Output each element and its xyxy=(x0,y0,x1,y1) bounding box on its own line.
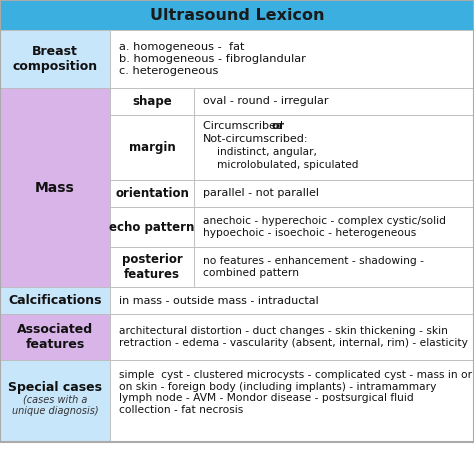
Bar xyxy=(194,207,474,247)
Text: microlobulated, spiculated: microlobulated, spiculated xyxy=(218,160,359,170)
Bar xyxy=(110,180,194,207)
Bar xyxy=(110,314,474,360)
Text: or: or xyxy=(271,121,284,131)
Bar xyxy=(0,287,110,314)
Text: a. homogeneous -  fat
b. homogeneous - fibroglandular
c. heterogeneous: a. homogeneous - fat b. homogeneous - fi… xyxy=(119,42,306,76)
Text: oval - round - irregular: oval - round - irregular xyxy=(203,97,329,107)
Bar xyxy=(0,314,110,360)
Bar xyxy=(110,287,474,314)
Bar xyxy=(110,360,474,442)
Text: in mass - outside mass - intraductal: in mass - outside mass - intraductal xyxy=(119,296,319,306)
Bar xyxy=(0,0,474,30)
Text: posterior
features: posterior features xyxy=(122,253,182,281)
Bar xyxy=(110,30,474,88)
Text: shape: shape xyxy=(132,95,172,108)
Text: echo pattern: echo pattern xyxy=(109,220,195,234)
Bar xyxy=(194,180,474,207)
Text: architectural distortion - duct changes - skin thickening - skin
retraction - ed: architectural distortion - duct changes … xyxy=(119,326,468,348)
Text: Special cases: Special cases xyxy=(8,380,102,394)
Text: orientation: orientation xyxy=(115,187,189,200)
Text: indistinct, angular,: indistinct, angular, xyxy=(218,147,317,157)
Bar xyxy=(0,30,110,88)
Bar xyxy=(194,115,474,180)
Text: Not-circumscribed:: Not-circumscribed: xyxy=(203,134,309,144)
Text: anechoic - hyperechoic - complex cystic/solid
hypoechoic - isoechoic - heterogen: anechoic - hyperechoic - complex cystic/… xyxy=(203,216,447,238)
Text: no features - enhancement - shadowing -
combined pattern: no features - enhancement - shadowing - … xyxy=(203,256,424,278)
Bar xyxy=(0,88,110,287)
Text: Calcifications: Calcifications xyxy=(8,294,102,307)
Text: Mass: Mass xyxy=(35,180,75,195)
Text: Ultrasound Lexicon: Ultrasound Lexicon xyxy=(150,8,324,22)
Bar xyxy=(0,360,110,442)
Text: (cases with a: (cases with a xyxy=(23,394,87,404)
Bar xyxy=(194,247,474,287)
Bar xyxy=(110,207,194,247)
Bar xyxy=(110,247,194,287)
Text: Circumscribed: Circumscribed xyxy=(203,121,287,131)
Bar xyxy=(194,88,474,115)
Bar xyxy=(110,88,194,115)
Text: Associated
features: Associated features xyxy=(17,323,93,351)
Text: parallel - not parallel: parallel - not parallel xyxy=(203,188,319,198)
Bar xyxy=(110,115,194,180)
Text: unique diagnosis): unique diagnosis) xyxy=(12,406,98,416)
Text: simple  cyst - clustered microcysts - complicated cyst - mass in or
on skin - fo: simple cyst - clustered microcysts - com… xyxy=(119,370,472,415)
Text: Breast
composition: Breast composition xyxy=(12,45,98,73)
Text: margin: margin xyxy=(129,141,175,154)
